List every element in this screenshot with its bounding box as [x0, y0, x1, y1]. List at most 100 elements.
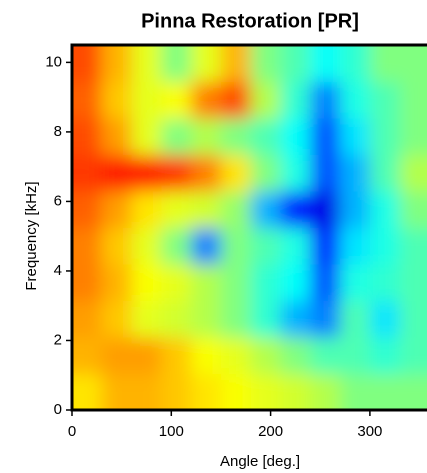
- heatmap-cell: [191, 118, 222, 155]
- heatmap-cell: [280, 373, 311, 410]
- heatmap-cell: [131, 373, 162, 410]
- heatmap-cell: [220, 45, 252, 82]
- heatmap-cell: [191, 373, 222, 410]
- heatmap-cell: [369, 373, 401, 410]
- heatmap-cell: [399, 264, 427, 301]
- heatmap-cell: [250, 154, 282, 192]
- heatmap-cell: [101, 154, 133, 192]
- heatmap-cell: [340, 191, 371, 228]
- heatmap-cell: [161, 300, 192, 338]
- heatmap-cell: [340, 300, 371, 338]
- x-axis-label: Angle [deg.]: [220, 453, 300, 470]
- heatmap-cell: [72, 337, 103, 374]
- heatmap-cell: [369, 81, 401, 119]
- heatmap-cell: [369, 300, 401, 338]
- heatmap-cell: [280, 264, 311, 301]
- y-tick-label: 2: [54, 331, 62, 348]
- heatmap-cell: [191, 300, 222, 338]
- y-tick-label: 4: [54, 262, 62, 279]
- heatmap-cell: [250, 264, 282, 301]
- heatmap-cell: [220, 300, 252, 338]
- y-tick-label: 0: [54, 401, 62, 418]
- heatmap-cell: [191, 45, 222, 82]
- heatmap-cell: [340, 373, 371, 410]
- heatmap-cell: [310, 45, 341, 82]
- heatmap-cell: [369, 154, 401, 192]
- y-tick-label: 6: [54, 192, 62, 209]
- heatmap-cell: [72, 227, 103, 265]
- heatmap-cell: [310, 373, 341, 410]
- heatmap-cell: [131, 337, 162, 374]
- heatmap-cell: [72, 191, 103, 228]
- heatmap-cell: [191, 264, 222, 301]
- heatmap-cell: [72, 45, 103, 82]
- heatmap-cell: [250, 45, 282, 82]
- heatmap-cell: [399, 373, 427, 410]
- heatmap-cell: [161, 264, 192, 301]
- heatmap-cell: [131, 45, 162, 82]
- x-tick-label: 0: [68, 423, 76, 440]
- y-axis-label: Frequency [kHz]: [23, 181, 40, 290]
- heatmap-cell: [399, 337, 427, 374]
- heatmap-cell: [72, 300, 103, 338]
- heatmap-cell: [250, 227, 282, 265]
- heatmap-cell: [191, 337, 222, 374]
- heatmap-cell: [250, 337, 282, 374]
- heatmap-cell: [101, 118, 133, 155]
- heatmap-cell: [310, 154, 341, 192]
- heatmap-cell: [161, 118, 192, 155]
- heatmap-cell: [191, 227, 222, 265]
- heatmap: [72, 45, 427, 410]
- heatmap-cell: [369, 264, 401, 301]
- y-tick-label: 8: [54, 123, 62, 140]
- heatmap-cell: [131, 81, 162, 119]
- heatmap-cell: [310, 227, 341, 265]
- heatmap-cell: [340, 154, 371, 192]
- heatmap-cell: [250, 300, 282, 338]
- heatmap-cell: [161, 227, 192, 265]
- heatmap-cell: [310, 191, 341, 228]
- heatmap-cell: [220, 191, 252, 228]
- heatmap-cell: [399, 227, 427, 265]
- heatmap-cell: [220, 264, 252, 301]
- heatmap-cell: [72, 81, 103, 119]
- heatmap-cell: [101, 45, 133, 82]
- heatmap-cell: [161, 373, 192, 410]
- heatmap-cell: [399, 300, 427, 338]
- heatmap-cell: [280, 337, 311, 374]
- heatmap-cell: [191, 154, 222, 192]
- heatmap-cell: [369, 118, 401, 155]
- x-tick-label: 100: [159, 423, 184, 440]
- heatmap-cell: [310, 300, 341, 338]
- heatmap-cell: [399, 191, 427, 228]
- heatmap-cell: [191, 191, 222, 228]
- heatmap-cell: [101, 191, 133, 228]
- heatmap-cell: [399, 45, 427, 82]
- heatmap-cell: [340, 264, 371, 301]
- heatmap-cell: [280, 227, 311, 265]
- heatmap-cell: [101, 337, 133, 374]
- heatmap-cell: [101, 373, 133, 410]
- heatmap-cell: [101, 264, 133, 301]
- heatmap-cell: [161, 45, 192, 82]
- heatmap-cell: [310, 118, 341, 155]
- heatmap-cell: [220, 337, 252, 374]
- heatmap-cell: [131, 154, 162, 192]
- heatmap-cell: [101, 227, 133, 265]
- heatmap-cell: [369, 227, 401, 265]
- heatmap-cell: [280, 154, 311, 192]
- heatmap-cell: [340, 81, 371, 119]
- heatmap-cell: [310, 264, 341, 301]
- heatmap-cell: [399, 118, 427, 155]
- y-tick-label: 10: [45, 53, 62, 70]
- heatmap-cell: [72, 154, 103, 192]
- plot-frame: [70, 43, 427, 412]
- heatmap-cell: [161, 81, 192, 119]
- heatmap-cell: [250, 118, 282, 155]
- heatmap-cell: [280, 118, 311, 155]
- heatmap-cell: [220, 227, 252, 265]
- heatmap-cell: [340, 45, 371, 82]
- heatmap-cell: [250, 81, 282, 119]
- heatmap-cell: [250, 373, 282, 410]
- heatmap-cell: [369, 337, 401, 374]
